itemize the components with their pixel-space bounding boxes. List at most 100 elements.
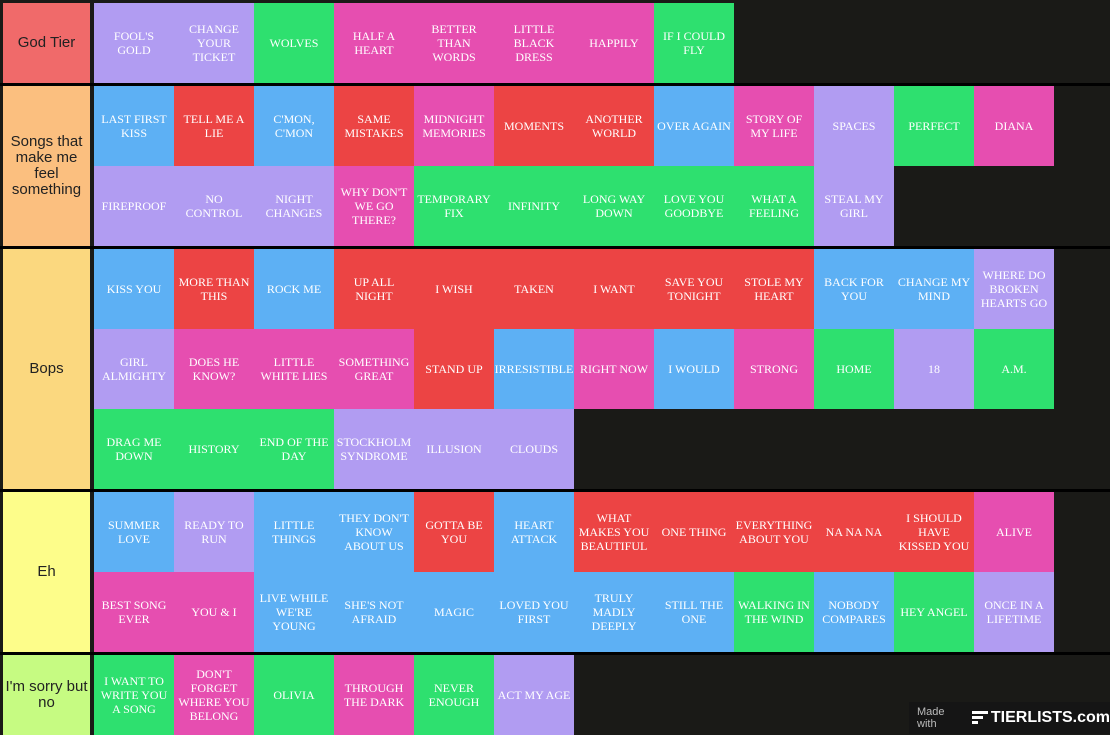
song-tile[interactable]: MAGIC bbox=[414, 572, 494, 652]
song-tile[interactable]: ANOTHER WORLD bbox=[574, 86, 654, 166]
song-tile[interactable]: I WOULD bbox=[654, 329, 734, 409]
song-tile[interactable]: LIVE WHILE WE'RE YOUNG bbox=[254, 572, 334, 652]
song-tile[interactable]: THEY DON'T KNOW ABOUT US bbox=[334, 492, 414, 572]
tier-label[interactable]: Songs that make me feel something bbox=[3, 86, 90, 246]
song-tile[interactable]: I SHOULD HAVE KISSED YOU bbox=[894, 492, 974, 572]
song-tile[interactable]: WHAT MAKES YOU BEAUTIFUL bbox=[574, 492, 654, 572]
song-tile[interactable]: IRRESISTIBLE bbox=[494, 329, 574, 409]
song-tile[interactable]: STOLE MY HEART bbox=[734, 249, 814, 329]
song-tile[interactable]: WALKING IN THE WIND bbox=[734, 572, 814, 652]
song-tile[interactable]: STRONG bbox=[734, 329, 814, 409]
song-tile[interactable]: UP ALL NIGHT bbox=[334, 249, 414, 329]
song-tile[interactable]: DON'T FORGET WHERE YOU BELONG bbox=[174, 655, 254, 735]
song-tile[interactable]: SAVE YOU TONIGHT bbox=[654, 249, 734, 329]
song-tile[interactable]: BEST SONG EVER bbox=[94, 572, 174, 652]
song-tile[interactable]: END OF THE DAY bbox=[254, 409, 334, 489]
song-tile[interactable]: HOME bbox=[814, 329, 894, 409]
tier-label[interactable]: God Tier bbox=[3, 3, 90, 83]
song-tile[interactable]: ROCK ME bbox=[254, 249, 334, 329]
song-tile[interactable]: PERFECT bbox=[894, 86, 974, 166]
song-tile[interactable]: ONCE IN A LIFETIME bbox=[974, 572, 1054, 652]
tier-items: SUMMER LOVE READY TO RUN LITTLE THINGS THEY… bbox=[94, 492, 1054, 652]
song-tile[interactable]: STORY OF MY LIFE bbox=[734, 86, 814, 166]
song-tile[interactable]: C'MON, C'MON bbox=[254, 86, 334, 166]
song-tile[interactable]: WHAT A FEELING bbox=[734, 166, 814, 246]
song-tile[interactable]: WOLVES bbox=[254, 3, 334, 83]
song-tile[interactable]: 18 bbox=[894, 329, 974, 409]
song-tile[interactable]: TRULY MADLY DEEPLY bbox=[574, 572, 654, 652]
song-tile[interactable]: TAKEN bbox=[494, 249, 574, 329]
song-tile[interactable]: ACT MY AGE bbox=[494, 655, 574, 735]
song-tile[interactable]: INFINITY bbox=[494, 166, 574, 246]
song-tile[interactable]: FOOL'S GOLD bbox=[94, 3, 174, 83]
song-tile[interactable]: NA NA NA bbox=[814, 492, 894, 572]
song-tile[interactable]: A.M. bbox=[974, 329, 1054, 409]
tier-label[interactable]: Bops bbox=[3, 249, 90, 489]
song-tile[interactable]: SAME MISTAKES bbox=[334, 86, 414, 166]
song-tile[interactable]: TELL ME A LIE bbox=[174, 86, 254, 166]
song-tile[interactable]: EVERYTHING ABOUT YOU bbox=[734, 492, 814, 572]
song-tile[interactable]: NOBODY COMPARES bbox=[814, 572, 894, 652]
song-tile[interactable]: ONE THING bbox=[654, 492, 734, 572]
song-tile[interactable]: NEVER ENOUGH bbox=[414, 655, 494, 735]
song-tile[interactable]: RIGHT NOW bbox=[574, 329, 654, 409]
song-tile[interactable]: HISTORY bbox=[174, 409, 254, 489]
song-tile[interactable]: CHANGE MY MIND bbox=[894, 249, 974, 329]
song-tile[interactable]: DRAG ME DOWN bbox=[94, 409, 174, 489]
song-tile[interactable]: DIANA bbox=[974, 86, 1054, 166]
song-tile[interactable]: READY TO RUN bbox=[174, 492, 254, 572]
song-tile[interactable]: FIREPROOF bbox=[94, 166, 174, 246]
song-tile[interactable]: THROUGH THE DARK bbox=[334, 655, 414, 735]
song-tile[interactable]: I WISH bbox=[414, 249, 494, 329]
song-tile[interactable]: ALIVE bbox=[974, 492, 1054, 572]
song-tile[interactable]: OVER AGAIN bbox=[654, 86, 734, 166]
song-tile[interactable]: LITTLE THINGS bbox=[254, 492, 334, 572]
song-tile[interactable]: WHY DON'T WE GO THERE? bbox=[334, 166, 414, 246]
song-tile[interactable]: MIDNIGHT MEMORIES bbox=[414, 86, 494, 166]
song-tile[interactable]: BACK FOR YOU bbox=[814, 249, 894, 329]
song-tile[interactable]: YOU & I bbox=[174, 572, 254, 652]
song-tile[interactable]: HEY ANGEL bbox=[894, 572, 974, 652]
song-tile[interactable]: STOCKHOLM SYNDROME bbox=[334, 409, 414, 489]
song-tile[interactable]: CHANGE YOUR TICKET bbox=[174, 3, 254, 83]
song-tile[interactable]: SHE'S NOT AFRAID bbox=[334, 572, 414, 652]
tier-divider bbox=[0, 652, 1110, 655]
song-tile[interactable]: LITTLE WHITE LIES bbox=[254, 329, 334, 409]
song-tile[interactable]: CLOUDS bbox=[494, 409, 574, 489]
song-tile[interactable]: HEART ATTACK bbox=[494, 492, 574, 572]
song-tile[interactable]: STEAL MY GIRL bbox=[814, 166, 894, 246]
song-tile[interactable]: DOES HE KNOW? bbox=[174, 329, 254, 409]
song-tile[interactable]: OLIVIA bbox=[254, 655, 334, 735]
song-tile[interactable]: ILLUSION bbox=[414, 409, 494, 489]
song-tile[interactable]: I WANT TO WRITE YOU A SONG bbox=[94, 655, 174, 735]
song-tile[interactable]: MORE THAN THIS bbox=[174, 249, 254, 329]
song-tile[interactable]: SOMETHING GREAT bbox=[334, 329, 414, 409]
song-tile[interactable]: LAST FIRST KISS bbox=[94, 86, 174, 166]
song-tile[interactable]: TEMPORARY FIX bbox=[414, 166, 494, 246]
song-tile[interactable]: IF I COULD FLY bbox=[654, 3, 734, 83]
tierlists-credit[interactable]: Made with TIERLISTS.com bbox=[909, 702, 1110, 734]
tier-label[interactable]: I'm sorry but no bbox=[3, 655, 90, 735]
song-tile[interactable]: LITTLE BLACK DRESS bbox=[494, 3, 574, 83]
song-tile[interactable]: SPACES bbox=[814, 86, 894, 166]
song-tile[interactable]: NO CONTROL bbox=[174, 166, 254, 246]
song-tile[interactable]: BETTER THAN WORDS bbox=[414, 3, 494, 83]
song-tile[interactable]: I WANT bbox=[574, 249, 654, 329]
song-tile[interactable]: NIGHT CHANGES bbox=[254, 166, 334, 246]
tier-label[interactable]: Eh bbox=[3, 492, 90, 652]
song-tile[interactable]: LONG WAY DOWN bbox=[574, 166, 654, 246]
song-tile[interactable]: SUMMER LOVE bbox=[94, 492, 174, 572]
song-tile[interactable]: LOVED YOU FIRST bbox=[494, 572, 574, 652]
song-tile[interactable]: STILL THE ONE bbox=[654, 572, 734, 652]
song-tile[interactable]: LOVE YOU GOODBYE bbox=[654, 166, 734, 246]
song-tile[interactable]: MOMENTS bbox=[494, 86, 574, 166]
song-tile[interactable]: HAPPILY bbox=[574, 3, 654, 83]
song-tile[interactable]: GOTTA BE YOU bbox=[414, 492, 494, 572]
song-tile[interactable]: STAND UP bbox=[414, 329, 494, 409]
song-tile[interactable]: KISS YOU bbox=[94, 249, 174, 329]
tier-row: Eh SUMMER LOVE READY TO RUN LITTLE THINGS TH… bbox=[0, 492, 1110, 652]
song-tile[interactable]: WHERE DO BROKEN HEARTS GO bbox=[974, 249, 1054, 329]
song-tile[interactable]: GIRL ALMIGHTY bbox=[94, 329, 174, 409]
song-tile[interactable]: HALF A HEART bbox=[334, 3, 414, 83]
